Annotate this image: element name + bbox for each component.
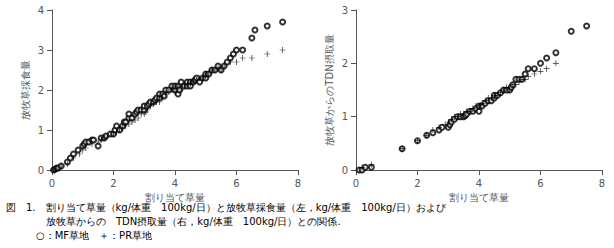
svg-text:2: 2	[38, 85, 44, 96]
svg-text:2: 2	[110, 178, 116, 189]
svg-text:0: 0	[353, 178, 359, 189]
svg-text:2: 2	[414, 178, 420, 189]
svg-text:割り当て草量: 割り当て草量	[145, 192, 205, 203]
svg-text:放牧草採食量: 放牧草採食量	[20, 60, 31, 120]
svg-text:6: 6	[537, 178, 543, 189]
svg-text:4: 4	[172, 178, 178, 189]
svg-text:8: 8	[599, 178, 605, 189]
svg-text:8: 8	[295, 178, 301, 189]
svg-text:放牧草からの TDN摂取量（右，kg/体重 100kg/日）: 放牧草からの TDN摂取量（右，kg/体重 100kg/日）との関係.	[6, 216, 341, 227]
svg-text:4: 4	[476, 178, 482, 189]
svg-text:図 1. 割り当て草量（kg/体重 100kg/日）と放牧草: 図 1. 割り当て草量（kg/体重 100kg/日）と放牧草採食量（左，kg/体…	[6, 202, 447, 213]
svg-text:3: 3	[342, 5, 348, 16]
svg-text:1: 1	[342, 111, 348, 122]
svg-text:2: 2	[342, 58, 348, 69]
svg-text:割り当て草量: 割り当て草量	[449, 192, 509, 203]
svg-text:6: 6	[233, 178, 239, 189]
svg-text:0: 0	[38, 165, 44, 176]
svg-text:1: 1	[38, 125, 44, 136]
svg-text:放牧草からのTDN摂取量: 放牧草からのTDN摂取量	[324, 34, 335, 145]
svg-text:0: 0	[342, 165, 348, 176]
svg-text:4: 4	[38, 5, 44, 16]
svg-text:○：MF草地 ＋：PR草地: ○：MF草地 ＋：PR草地	[6, 230, 152, 241]
svg-text:3: 3	[38, 45, 44, 56]
svg-text:0: 0	[49, 178, 55, 189]
